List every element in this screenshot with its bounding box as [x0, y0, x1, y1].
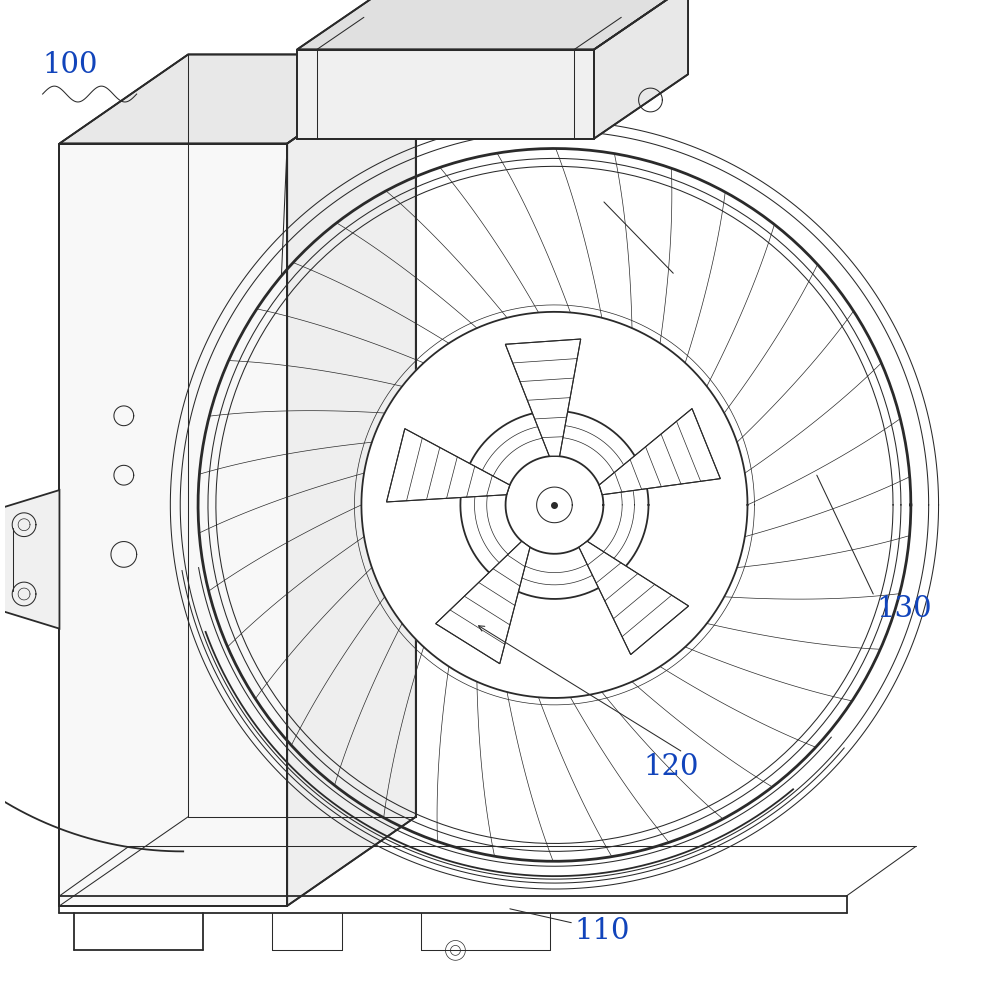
Polygon shape: [361, 312, 748, 698]
Polygon shape: [297, 0, 688, 50]
Polygon shape: [594, 0, 688, 139]
Polygon shape: [198, 148, 911, 861]
Polygon shape: [387, 429, 510, 502]
Polygon shape: [59, 54, 416, 144]
Polygon shape: [436, 542, 530, 663]
Polygon shape: [460, 411, 648, 599]
Polygon shape: [505, 339, 581, 456]
Polygon shape: [0, 490, 59, 629]
Polygon shape: [287, 54, 416, 906]
Text: 120: 120: [644, 753, 699, 781]
Text: 130: 130: [876, 595, 932, 623]
Text: 110: 110: [574, 917, 630, 944]
Polygon shape: [59, 144, 287, 906]
Polygon shape: [579, 542, 689, 654]
Polygon shape: [297, 50, 594, 139]
Text: 100: 100: [43, 51, 98, 79]
Polygon shape: [599, 409, 720, 495]
